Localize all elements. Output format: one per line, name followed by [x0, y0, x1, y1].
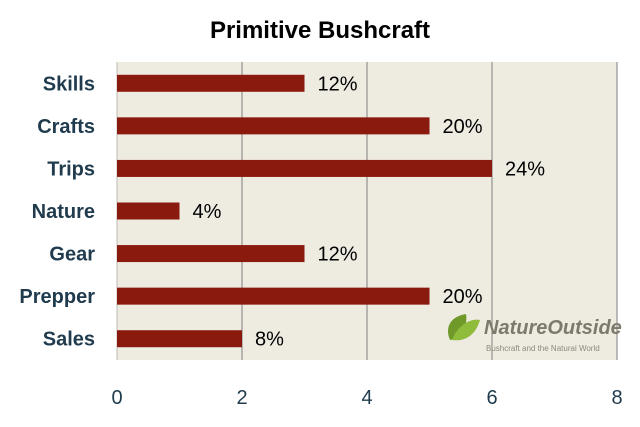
bars — [117, 74, 492, 348]
bar — [117, 287, 430, 305]
bar — [117, 159, 492, 177]
category-label: Gear — [49, 244, 95, 266]
data-label: 12% — [318, 73, 358, 95]
x-tick-label: 6 — [486, 387, 497, 409]
category-label: Sales — [43, 329, 95, 351]
data-label: 24% — [505, 158, 545, 180]
chart-title: Primitive Bushcraft — [210, 17, 430, 44]
category-label: Nature — [32, 201, 95, 223]
x-tick-label: 4 — [361, 387, 372, 409]
leaf-icon — [447, 314, 480, 341]
data-labels: 12% 20% 24% 4% 12% 20% 8% — [193, 73, 546, 350]
x-axis-ticks: 0 2 4 6 8 — [111, 387, 622, 409]
data-label: 4% — [193, 201, 222, 223]
bar — [117, 245, 305, 263]
data-label: 12% — [318, 244, 358, 266]
x-tick-label: 2 — [236, 387, 247, 409]
bar — [117, 74, 305, 92]
category-labels: Skills Crafts Trips Nature Gear Prepper Sales — [19, 73, 95, 350]
watermark-tagline: Bushcraft and the Natural World — [486, 344, 600, 353]
watermark: NatureOutside Bushcraft and the Natural … — [447, 314, 622, 353]
category-label: Skills — [43, 73, 95, 95]
watermark-name: NatureOutside — [484, 317, 622, 339]
bar — [117, 330, 242, 348]
bar — [117, 202, 180, 220]
category-label: Prepper — [19, 286, 95, 308]
category-label: Trips — [47, 158, 95, 180]
data-label: 20% — [443, 286, 483, 308]
data-label: 20% — [443, 116, 483, 138]
x-tick-label: 0 — [111, 387, 122, 409]
data-label: 8% — [255, 329, 284, 351]
bar — [117, 117, 430, 135]
x-tick-label: 8 — [611, 387, 622, 409]
category-label: Crafts — [37, 116, 95, 138]
